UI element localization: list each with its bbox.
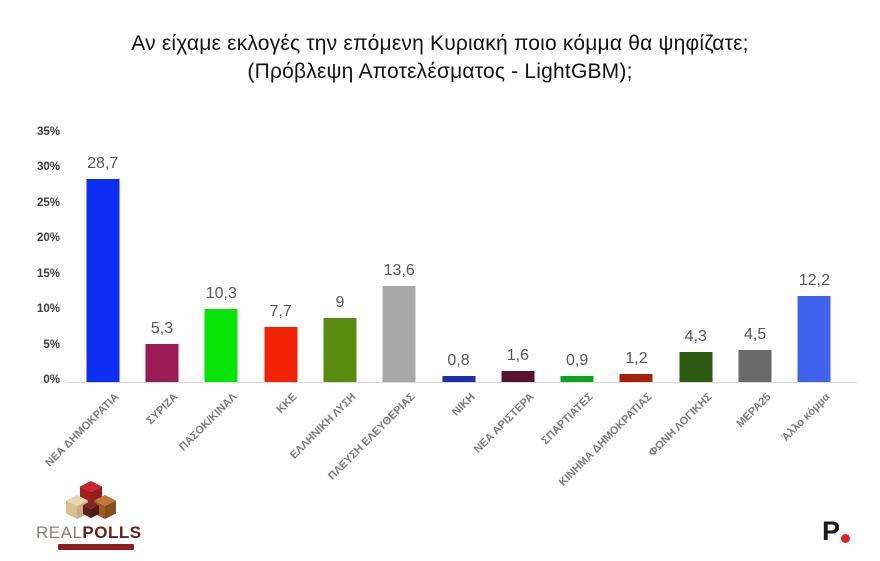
bar-value-label: 28,7	[87, 154, 119, 172]
bar-slot: 28,7 ΝΕΑ ΔΗΜΟΚΡΑΤΙΑ	[43, 134, 132, 470]
y-axis-tick-label: 25%	[36, 196, 60, 209]
bar-slot: 10,3 ΠΑΣΟΚ/ΚΙΝΑΛ	[177, 134, 251, 453]
bar-slot: 0,8 ΝΙΚΗ	[429, 134, 488, 418]
bar-slot: 5,3 ΣΥΡΙΖΑ	[132, 134, 191, 427]
bar-slot: 12,2 Άλλο κόμμα	[780, 134, 844, 444]
bar	[738, 350, 772, 382]
y-axis-tick-label: 20%	[36, 232, 60, 245]
y-axis-tick-label: 0%	[43, 374, 60, 386]
x-axis-label: Άλλο κόμμα	[780, 391, 833, 444]
y-axis-tick-label: 35%	[36, 126, 60, 138]
bar-value-label: 1,2	[625, 349, 648, 367]
x-axis-label: ΚΙΝΗΜΑ ΔΗΜΟΚΡΑΤΙΑΣ	[557, 391, 655, 489]
x-axis-label: ΣΠΑΡΤΙΑΤΕΣ	[539, 391, 596, 448]
bar	[619, 373, 653, 382]
bar-value-label: 10,3	[205, 285, 237, 303]
chart-title-line1: Αν είχαμε εκλογές την επόμενη Κυριακή πο…	[131, 32, 749, 55]
realpolls-word-real: REAL	[36, 523, 83, 542]
x-axis-label: ΦΩΝΗ ΛΟΓΙΚΗΣ	[646, 391, 715, 459]
y-axis-tick-label: 10%	[36, 303, 60, 316]
bar-value-label: 1,6	[506, 346, 529, 364]
bar-value-label: 9	[335, 294, 345, 312]
bar	[560, 375, 594, 382]
bar-value-label: 0,8	[447, 352, 470, 370]
bar-slot: 13,6 ΠΛΕΥΣΗ ΕΛΕΥΘΕΡΙΑΣ	[326, 134, 429, 483]
bar-value-label: 13,6	[383, 261, 415, 279]
realpolls-word-polls: POLLS	[82, 523, 142, 542]
bar-slot: 4,3 ΦΩΝΗ ΛΟΓΙΚΗΣ	[646, 134, 725, 459]
bar	[382, 285, 416, 382]
bar-value-label: 7,7	[269, 303, 292, 321]
realpolls-wordmark: REALPOLLS	[36, 523, 146, 543]
bar	[323, 318, 357, 382]
bar-value-label: 4,5	[743, 326, 767, 344]
bar	[145, 344, 179, 382]
p-logo-letter: P	[821, 516, 840, 546]
bar	[797, 295, 831, 382]
bar	[264, 327, 298, 382]
bar	[204, 309, 238, 382]
bar-slot: 4,5 ΜΕΡΑ25	[725, 134, 784, 430]
chart-title-line2: (Πρόβλεψη Αποτελέσματος - LightGBM);	[247, 60, 633, 83]
bar-value-label: 12,2	[798, 271, 830, 289]
realpolls-logo: REALPOLLS	[36, 480, 146, 550]
bar-slot: 1,6 ΝΕΑ ΑΡΙΣΤΕΡΑ	[472, 134, 547, 456]
bar-slot: 7,7 ΚΚΕ	[251, 134, 310, 416]
x-axis-label: ΠΛΕΥΣΗ ΕΛΕΥΘΕΡΙΑΣ	[326, 391, 418, 483]
bar-value-label: 5,3	[150, 320, 174, 338]
x-axis-line	[66, 382, 858, 383]
y-axis-tick-label: 30%	[36, 161, 60, 174]
x-axis-label: ΝΙΚΗ	[449, 391, 478, 419]
bar-value-label: 0,9	[566, 351, 589, 369]
chart-title: Αν είχαμε εκλογές την επόμενη Κυριακή πο…	[0, 30, 880, 86]
bar-slot: 0,9 ΣΠΑΡΤΙΑΤΕΣ	[540, 134, 607, 447]
p-logo: P	[822, 518, 850, 545]
bar	[501, 370, 535, 382]
bar	[86, 178, 120, 382]
bar-value-label: 4,3	[684, 327, 707, 345]
bar-slot: 9 ΕΛΛΗΝΙΚΗ ΛΥΣΗ	[288, 134, 369, 461]
bar-slot: 1,2 ΚΙΝΗΜΑ ΔΗΜΟΚΡΑΤΙΑΣ	[557, 134, 666, 489]
x-axis-label: ΚΚΕ	[274, 391, 300, 416]
realpolls-tagline-strip	[58, 544, 134, 550]
y-axis-tick-label: 15%	[36, 267, 60, 280]
p-logo-dot-icon	[841, 534, 850, 543]
y-axis-tick-label: 5%	[43, 338, 60, 351]
plot: 28,7 ΝΕΑ ΔΗΜΟΚΡΑΤΙΑ 5,3 ΣΥΡΙΖΑ 10,3 ΠΑΣΟΚ/ΚΙΝ…	[43, 134, 844, 489]
y-axis: 0% 5% 10% 15% 20% 25% 30% 35%	[0, 126, 60, 386]
x-axis-label: ΕΛΛΗΝΙΚΗ ΛΥΣΗ	[287, 391, 359, 462]
x-axis-label: ΜΕΡΑ25	[734, 391, 774, 431]
bar	[442, 376, 476, 382]
realpolls-cubes-icon	[66, 481, 116, 519]
bar	[679, 351, 713, 382]
x-axis-label: ΝΕΑ ΑΡΙΣΤΕΡΑ	[471, 391, 537, 456]
